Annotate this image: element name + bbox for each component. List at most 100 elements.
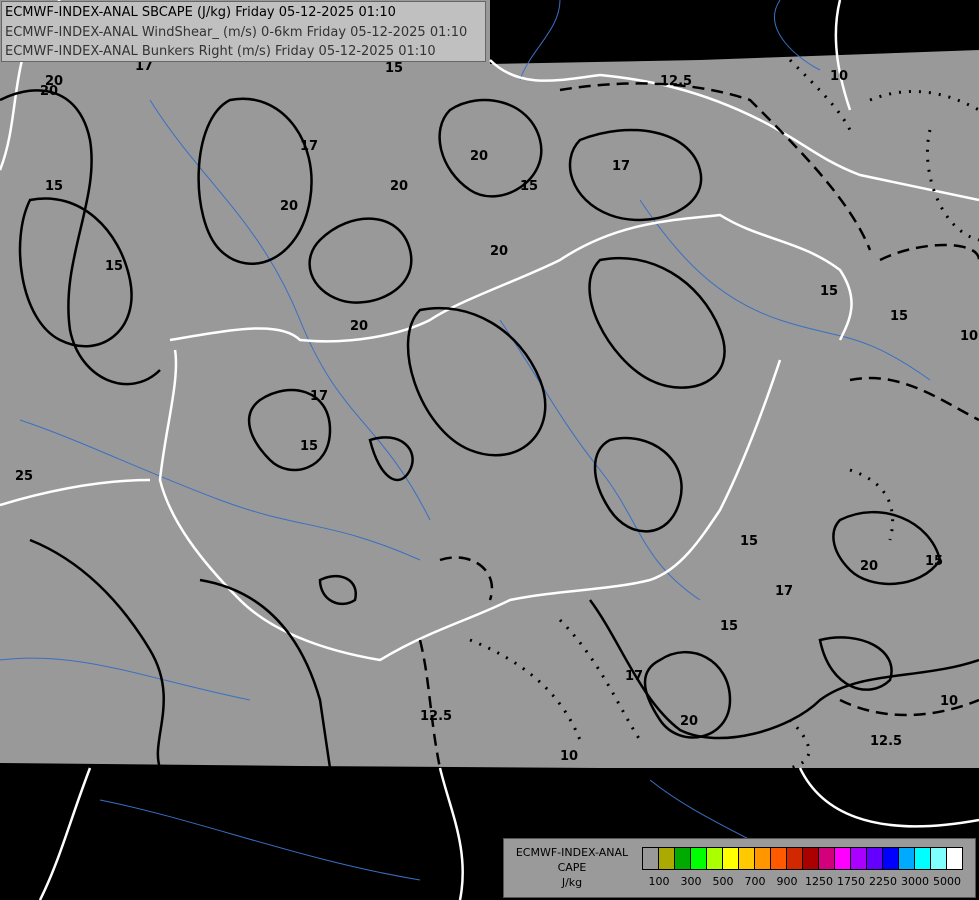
legend-model: ECMWF-INDEX-ANAL (515, 846, 629, 859)
contour-label: 20 (280, 199, 298, 214)
shear-contours-dashed (418, 82, 979, 769)
color-swatch (835, 848, 851, 869)
contour (438, 98, 543, 198)
contour (588, 256, 726, 389)
title-box: ECMWF-INDEX-ANAL SBCAPE (J/kg) Friday 05… (1, 1, 486, 62)
color-swatch (883, 848, 899, 869)
border (438, 767, 464, 900)
color-swatch (755, 848, 771, 869)
color-swatch (819, 848, 835, 869)
contour-label: 20 (680, 714, 698, 729)
river (99, 799, 421, 881)
cape-contours-solid (0, 89, 979, 769)
contour-label: 10 (560, 749, 578, 764)
color-swatch (867, 848, 883, 869)
river (519, 0, 561, 81)
contour-label: 15 (300, 439, 318, 454)
contour (568, 128, 703, 222)
contour-label: 20 (40, 84, 58, 99)
contour (439, 556, 494, 601)
contour-label: 20 (860, 559, 878, 574)
contour (643, 650, 732, 739)
color-swatch (771, 848, 787, 869)
contour-label: 12.5 (870, 734, 902, 749)
river (0, 657, 251, 701)
contour (818, 636, 893, 691)
scale-tick-label: 5000 (933, 875, 961, 888)
contour (0, 89, 161, 386)
contour-label: 12.5 (660, 74, 692, 89)
contour (318, 574, 358, 606)
contour-label: 10 (830, 69, 848, 84)
contour-label: 17 (612, 159, 630, 174)
color-swatch (915, 848, 931, 869)
contour-label: 17 (135, 59, 153, 74)
contour-label: 15 (105, 259, 123, 274)
river (639, 199, 931, 381)
contour-label: 12.5 (420, 709, 452, 724)
contour (418, 639, 442, 769)
contour-label: 17 (300, 139, 318, 154)
contour (832, 510, 942, 586)
color-swatch (899, 848, 915, 869)
contour-label: 20 (490, 244, 508, 259)
contour-label: 20 (350, 319, 368, 334)
contour (18, 197, 133, 348)
contour-label: 20 (45, 74, 63, 89)
river (774, 0, 821, 71)
color-swatch (675, 848, 691, 869)
border (834, 0, 852, 111)
color-scale (642, 847, 963, 870)
border (38, 767, 92, 900)
contour (308, 217, 413, 304)
color-swatch (739, 848, 755, 869)
contour-label: 20 (390, 179, 408, 194)
color-swatch (723, 848, 739, 869)
color-swatch (803, 848, 819, 869)
scale-tick-label: 2250 (869, 875, 897, 888)
contour-label: 25 (15, 469, 33, 484)
border (158, 349, 782, 662)
contour-label: 17 (775, 584, 793, 599)
contour-label: 15 (820, 284, 838, 299)
bunkers-contours-dotted (469, 58, 979, 770)
legend-title: ECMWF-INDEX-ANAL CAPE J/kg (508, 845, 636, 890)
title-windshear: ECMWF-INDEX-ANAL WindShear_ (m/s) 0-6km … (5, 24, 468, 40)
scale-tick-label: 500 (712, 875, 734, 888)
color-swatch (931, 848, 947, 869)
title-bunkers: ECMWF-INDEX-ANAL Bunkers Right (m/s) Fri… (5, 44, 436, 59)
contour-label: 15 (385, 61, 403, 76)
contour (839, 698, 979, 717)
contour-label: 15 (890, 309, 908, 324)
contour-label: 17 (310, 389, 328, 404)
scale-tick-label: 100 (648, 875, 670, 888)
color-swatch (851, 848, 867, 869)
contour (197, 97, 313, 266)
border (489, 59, 979, 202)
scale-tick-label: 300 (680, 875, 702, 888)
rivers (0, 0, 931, 881)
contour-label: 20 (470, 149, 488, 164)
contour-label: 15 (740, 534, 758, 549)
legend-field: CAPE (557, 861, 587, 874)
contour (879, 243, 979, 262)
color-swatch (691, 848, 707, 869)
river (499, 319, 701, 601)
contour-label: 10 (960, 329, 978, 344)
scale-tick-label: 700 (744, 875, 766, 888)
contour (406, 306, 547, 457)
contour (558, 618, 642, 741)
color-swatch (947, 848, 962, 869)
color-swatch (787, 848, 803, 869)
contour (559, 82, 872, 251)
contour (588, 599, 979, 740)
border (169, 213, 853, 343)
scale-tick-label: 3000 (901, 875, 929, 888)
river (19, 419, 421, 561)
color-swatch (707, 848, 723, 869)
contour-label: 17 (625, 669, 643, 684)
